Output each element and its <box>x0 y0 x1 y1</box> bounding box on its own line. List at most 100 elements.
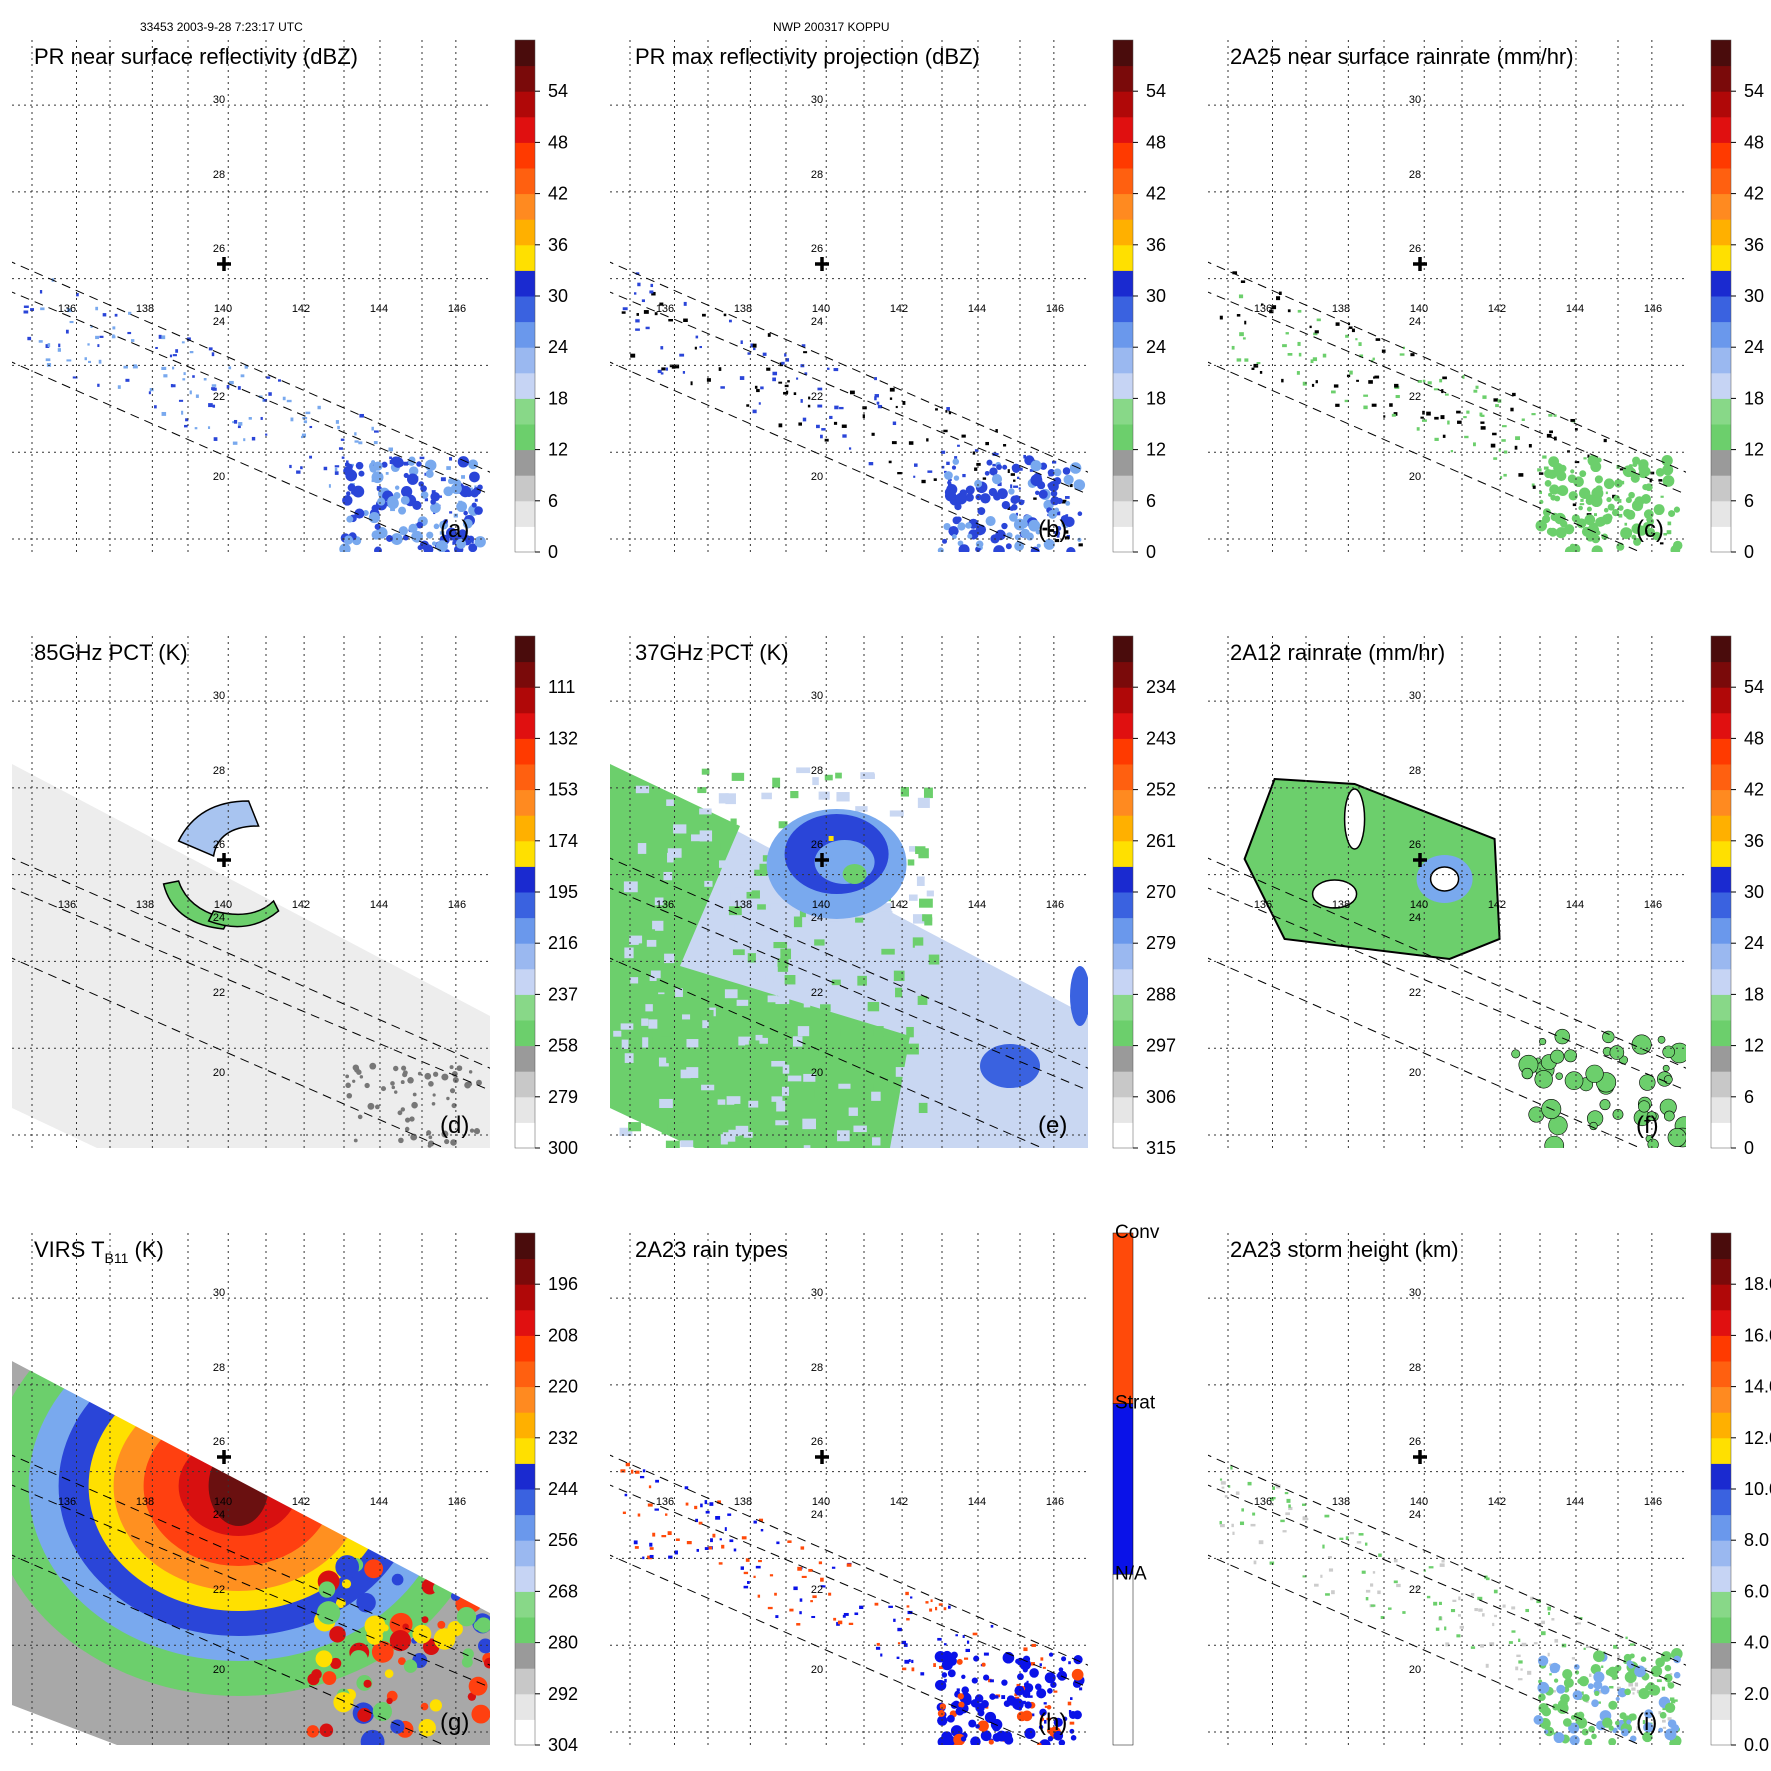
colorbar-bin <box>1711 1284 1731 1311</box>
colorbar-bin <box>515 1045 535 1072</box>
lon-tick-label: 142 <box>292 1496 310 1508</box>
colorbar-bin <box>1711 193 1731 220</box>
lon-tick-label: 146 <box>448 1496 466 1508</box>
colorbar-tick-label: 0 <box>1744 542 1754 562</box>
panel-label: (f) <box>1636 1112 1659 1139</box>
lat-tick-label: 22 <box>213 391 225 403</box>
colorbar-tick-label: 54 <box>1146 81 1166 101</box>
colorbar-tick-label: 36 <box>548 235 568 255</box>
lon-tick-label: 142 <box>1488 1496 1506 1508</box>
colorbar-bin <box>515 994 535 1021</box>
lon-tick-label: 136 <box>58 303 76 315</box>
colorbar-bin <box>515 815 535 842</box>
lat-tick-label: 22 <box>811 391 823 403</box>
colorbar-bin <box>515 1284 535 1311</box>
colorbar-bin <box>1711 398 1731 425</box>
lon-tick-label: 146 <box>448 899 466 911</box>
colorbar-bin <box>515 168 535 195</box>
colorbar-bin <box>1711 764 1731 791</box>
lat-tick-label: 26 <box>811 839 823 851</box>
colorbar-bin <box>1711 1540 1731 1567</box>
colorbar-tick-label: 315 <box>1146 1138 1176 1158</box>
lat-tick-label: 22 <box>1409 391 1421 403</box>
lat-tick-label: 22 <box>1409 1584 1421 1596</box>
lon-tick-label: 138 <box>1332 899 1350 911</box>
lat-tick-label: 30 <box>811 690 823 702</box>
colorbar-bin <box>1711 866 1731 893</box>
colorbar-bin <box>1113 168 1133 195</box>
colorbar-bin <box>1113 1122 1133 1149</box>
colorbar-bin <box>1113 424 1133 451</box>
colorbar-bin <box>1711 892 1731 919</box>
colorbar-bin <box>1711 1642 1731 1669</box>
lon-tick-label: 142 <box>1488 899 1506 911</box>
colorbar-bin <box>515 1591 535 1618</box>
lat-tick-label: 24 <box>1409 912 1421 924</box>
colorbar-bin <box>515 738 535 765</box>
colorbar-tick-label: 208 <box>548 1325 578 1345</box>
colorbar-tick-label: 132 <box>548 728 578 748</box>
figure-header-orbit: 33453 2003-9-28 7:23:17 UTC <box>140 20 303 34</box>
lon-tick-label: 138 <box>136 899 154 911</box>
lat-tick-label: 24 <box>213 316 225 328</box>
lat-tick-label: 20 <box>811 1664 823 1676</box>
colorbar-bin <box>515 526 535 553</box>
lon-tick-label: 144 <box>968 303 986 315</box>
colorbar-bin <box>1113 526 1133 553</box>
colorbar-bin <box>1113 500 1133 527</box>
storm-center-marker <box>815 257 829 271</box>
lat-tick-label: 20 <box>811 1067 823 1079</box>
lat-tick-label: 28 <box>811 765 823 777</box>
colorbar-bin <box>1113 296 1133 323</box>
lon-tick-label: 146 <box>1644 303 1662 315</box>
colorbar-bin <box>1711 1565 1731 1592</box>
lat-tick-label: 26 <box>811 1436 823 1448</box>
colorbar-tick-label: 4.0 <box>1744 1633 1769 1653</box>
colorbar-d: 300 279 258 237 216 195 174 153 132 111 <box>514 635 578 1158</box>
lon-tick-label: 138 <box>734 1496 752 1508</box>
colorbar-bin <box>1711 840 1731 867</box>
colorbar-bin <box>1113 398 1133 425</box>
colorbar-bin <box>1711 712 1731 739</box>
colorbar-tick-label: 42 <box>548 184 568 204</box>
colorbar-bin <box>1113 65 1133 92</box>
lon-tick-label: 140 <box>214 1496 232 1508</box>
colorbar-tick-label: 48 <box>548 132 568 152</box>
colorbar-bin <box>1113 636 1133 663</box>
storm-center-marker <box>1413 257 1427 271</box>
lat-tick-label: 26 <box>213 839 225 851</box>
panel-a: 136 138 140 142 144 146 20 22 24 26 28 30 PR near su… <box>12 39 568 562</box>
colorbar-bin <box>515 1412 535 1439</box>
colorbar-bin <box>1711 1617 1731 1644</box>
colorbar-g: 304 292 280 268 256 244 232 220 208 196 <box>514 1232 578 1755</box>
colorbar-bin <box>1711 738 1731 765</box>
colorbar-tick-label: 10.0 <box>1744 1479 1771 1499</box>
colorbar-bin <box>515 917 535 944</box>
colorbar-bin <box>515 244 535 271</box>
colorbar-bin <box>1711 168 1731 195</box>
colorbar-bin <box>515 219 535 246</box>
colorbar-bin <box>515 296 535 323</box>
colorbar-bin <box>515 840 535 867</box>
panel-h: 136 138 140 142 144 146 20 22 24 26 28 30 2A23 rain … <box>610 1222 1160 1746</box>
colorbar-tick-label: 244 <box>548 1479 578 1499</box>
colorbar-tick-label: 36 <box>1146 235 1166 255</box>
lon-tick-label: 140 <box>812 303 830 315</box>
panel-label: (b) <box>1038 516 1067 543</box>
lat-tick-label: 28 <box>213 765 225 777</box>
lat-tick-label: 26 <box>1409 1436 1421 1448</box>
lon-tick-label: 140 <box>812 899 830 911</box>
colorbar-bin <box>515 65 535 92</box>
lon-tick-label: 144 <box>370 899 388 911</box>
colorbar-bin <box>515 1437 535 1464</box>
lat-tick-label: 20 <box>213 471 225 483</box>
lat-tick-label: 26 <box>213 243 225 255</box>
colorbar-bin <box>1711 372 1731 399</box>
colorbar-bin <box>515 712 535 739</box>
colorbar-bin <box>1711 815 1731 842</box>
colorbar-bin <box>515 475 535 502</box>
colorbar-bin <box>515 372 535 399</box>
panel-c: 136 138 140 142 144 146 20 22 24 26 28 30 2A25 near … <box>1208 39 1764 562</box>
colorbar-tick-label: 18 <box>1744 388 1764 408</box>
colorbar-bin <box>1711 91 1731 118</box>
